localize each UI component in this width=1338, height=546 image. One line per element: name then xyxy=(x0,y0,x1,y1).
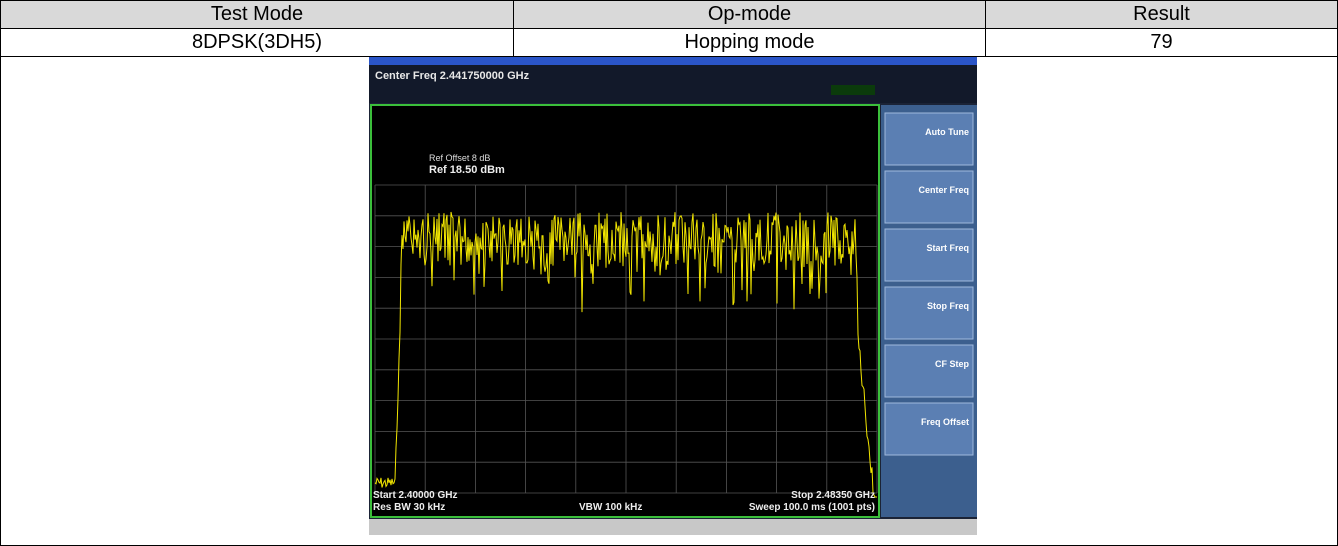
header-bar xyxy=(369,65,977,103)
stop-freq: Stop 2.48350 GHz xyxy=(791,490,875,501)
softkey-label: Auto Tune xyxy=(925,127,969,137)
trace xyxy=(374,211,877,498)
spectrum-screenshot: Center Freq 2.441750000 GHz Ref Offset 8… xyxy=(369,57,977,535)
softkey xyxy=(884,402,974,456)
status-bar xyxy=(369,519,977,535)
softkey xyxy=(884,286,974,340)
softkey-label: Stop Freq xyxy=(927,301,969,311)
header-cell: Test Mode xyxy=(0,0,514,29)
softkey-label: Center Freq xyxy=(918,185,969,195)
title-bar xyxy=(369,57,977,65)
table-cell: Hopping mode xyxy=(513,28,986,57)
softkey xyxy=(884,228,974,282)
sweep: Sweep 100.0 ms (1001 pts) xyxy=(749,502,875,513)
softkey-label: CF Step xyxy=(935,359,970,369)
graticule xyxy=(374,184,878,494)
res-bw: Res BW 30 kHz xyxy=(373,502,445,513)
softkey xyxy=(884,112,974,166)
softkey-label: Start Freq xyxy=(926,243,969,253)
table-cell: 8DPSK(3DH5) xyxy=(0,28,514,57)
softkey xyxy=(884,344,974,398)
start-freq: Start 2.40000 GHz xyxy=(373,490,458,501)
vbw: VBW 100 kHz xyxy=(579,502,642,513)
softkey xyxy=(884,170,974,224)
softkeys: Auto Tune Center Freq Start Freq Stop Freq C… xyxy=(884,112,974,456)
header-cell: Result xyxy=(985,0,1338,29)
indicator xyxy=(831,85,875,95)
header-cell: Op-mode xyxy=(513,0,986,29)
table-cell: 79 xyxy=(985,28,1338,57)
softkey-label: Freq Offset xyxy=(921,417,969,427)
display xyxy=(370,104,880,518)
ref-level: Ref 18.50 dBm xyxy=(429,164,505,176)
center-freq: Center Freq 2.441750000 GHz xyxy=(375,70,530,82)
ref-offset: Ref Offset 8 dB xyxy=(429,153,490,163)
